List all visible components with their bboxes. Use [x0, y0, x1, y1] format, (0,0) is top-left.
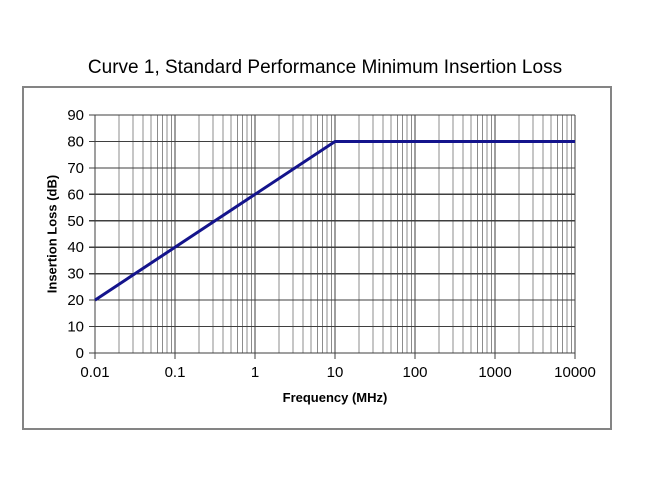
- plot-svg: 0 10 20 30 40 50 60 70 80 90 0.01 0.1 1 10 100 1000 1000…: [22, 86, 612, 430]
- y-tick-label: 40: [67, 239, 84, 256]
- plot-frame-border: [22, 86, 612, 430]
- gridlines-x-major: [94, 115, 576, 353]
- y-tick-label: 10: [67, 319, 84, 336]
- y-tick-label: 90: [67, 107, 84, 124]
- x-tick-label: 100: [402, 364, 427, 381]
- x-tick-label: 10: [327, 364, 344, 381]
- x-tick-label: 10000: [554, 364, 596, 381]
- y-tick-label: 30: [67, 266, 84, 283]
- x-tick-label: 1: [251, 364, 259, 381]
- x-tick-label: 0.1: [165, 364, 186, 381]
- axis-ticks: [89, 114, 576, 359]
- gridlines-x-minor: [118, 115, 572, 353]
- y-tick-labels: 0 10 20 30 40 50 60 70 80 90: [67, 107, 84, 362]
- y-tick-label: 80: [67, 133, 84, 150]
- y-tick-label: 50: [67, 213, 84, 230]
- y-tick-label: 0: [76, 345, 84, 362]
- y-tick-label: 60: [67, 186, 84, 203]
- x-axis-title: Frequency (MHz): [282, 390, 388, 405]
- y-tick-label: 70: [67, 160, 84, 177]
- insertion-loss-curve: [94, 139, 575, 302]
- x-tick-label: 0.01: [80, 364, 109, 381]
- gridlines-y-major: [95, 114, 575, 354]
- y-tick-label: 20: [67, 292, 84, 309]
- x-tick-label: 1000: [478, 364, 511, 381]
- y-axis-title: Insertion Loss (dB): [44, 174, 60, 294]
- chart-title: Curve 1, Standard Performance Minimum In…: [87, 57, 563, 78]
- x-tick-labels: 0.01 0.1 1 10 100 1000 10000: [80, 364, 595, 381]
- plot-frame: 0 10 20 30 40 50 60 70 80 90 0.01 0.1 1 10 100 1000 1000…: [22, 86, 612, 430]
